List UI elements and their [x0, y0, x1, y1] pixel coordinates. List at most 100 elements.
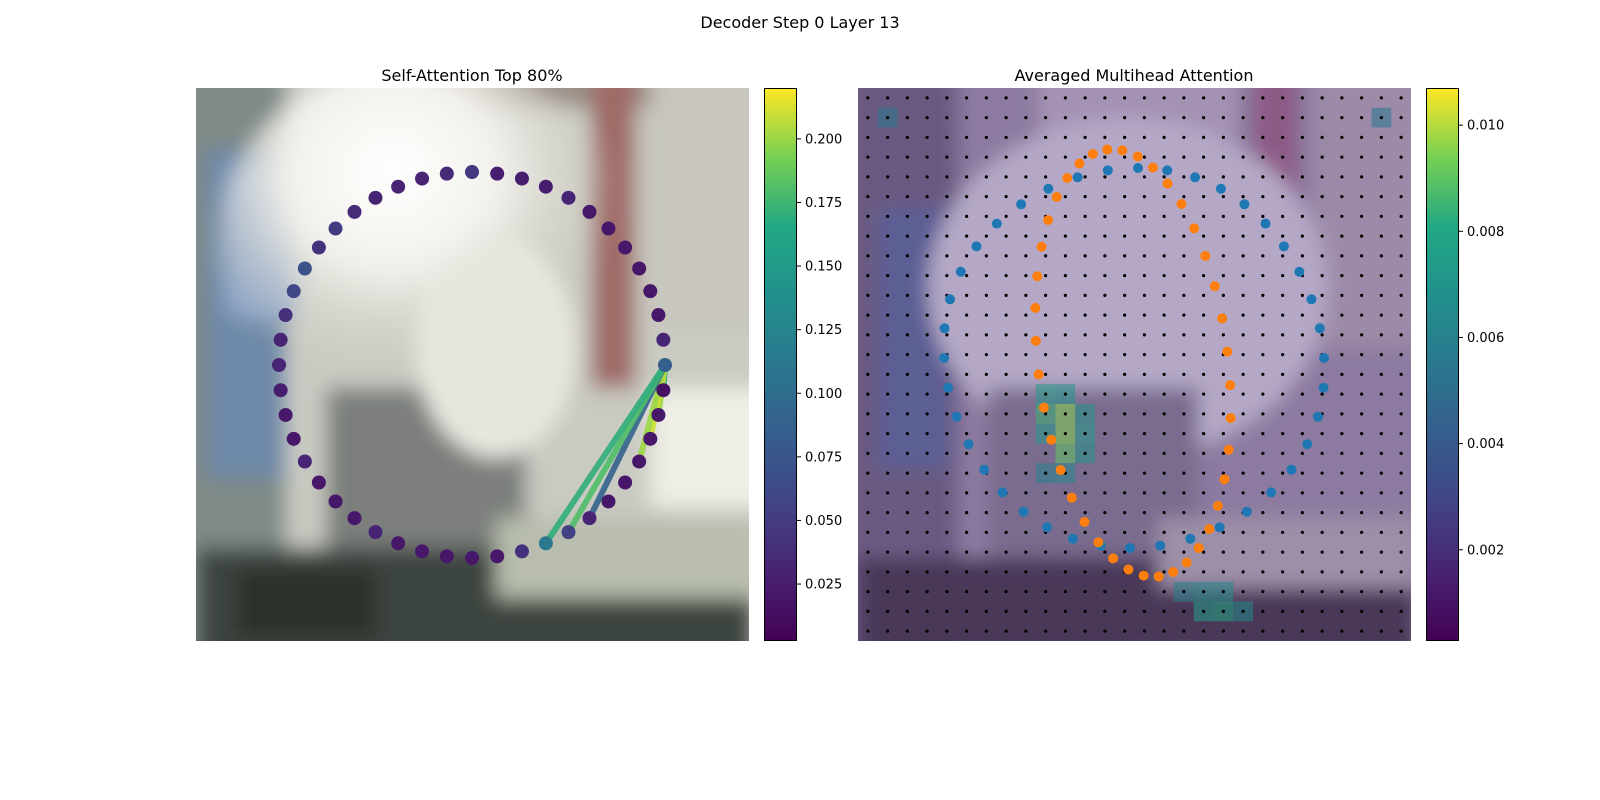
contour-point	[297, 454, 312, 469]
grid-dot	[1044, 234, 1048, 238]
grid-dot	[1162, 195, 1166, 199]
grid-dot	[1300, 432, 1304, 436]
grid-dot	[1360, 214, 1364, 218]
contour-point	[561, 525, 576, 540]
grid-dot	[1221, 372, 1225, 376]
grid-dot	[1123, 491, 1127, 495]
grid-dot	[925, 530, 929, 534]
grid-dot	[1162, 274, 1166, 278]
blue-point	[1042, 522, 1053, 533]
grid-dot	[1123, 175, 1127, 179]
grid-dot	[1261, 432, 1265, 436]
grid-dot	[1399, 570, 1403, 574]
grid-dot	[1202, 530, 1206, 534]
grid-dot	[1103, 451, 1107, 455]
grid-dot	[1241, 195, 1245, 199]
grid-dot	[1281, 195, 1285, 199]
grid-dot	[1123, 135, 1127, 139]
grid-dot	[1182, 412, 1186, 416]
orange-point	[1043, 215, 1054, 226]
grid-dot	[1063, 451, 1067, 455]
grid-dot	[1241, 274, 1245, 278]
grid-dot	[1379, 214, 1383, 218]
grid-dot	[1063, 135, 1067, 139]
colorbar-tick-label: 0.008	[1467, 225, 1504, 240]
grid-dot	[1004, 175, 1008, 179]
orange-point	[1030, 335, 1041, 346]
grid-dot	[984, 491, 988, 495]
grid-dot	[886, 116, 890, 120]
grid-dot	[1202, 116, 1206, 120]
grid-dot	[905, 570, 909, 574]
grid-dot	[1340, 550, 1344, 554]
grid-dot	[1261, 609, 1265, 613]
grid-dot	[1123, 254, 1127, 258]
grid-dot	[1241, 412, 1245, 416]
grid-dot	[1083, 372, 1087, 376]
grid-dot	[1004, 234, 1008, 238]
grid-dot	[886, 135, 890, 139]
grid-dot	[1320, 609, 1324, 613]
multihead-attention-plot	[858, 88, 1411, 641]
grid-dot	[1162, 175, 1166, 179]
grid-dot	[1340, 511, 1344, 515]
grid-dot	[886, 491, 890, 495]
grid-dot	[1281, 175, 1285, 179]
grid-dot	[1399, 590, 1403, 594]
grid-dot	[1004, 372, 1008, 376]
grid-dot	[1261, 195, 1265, 199]
grid-dot	[945, 412, 949, 416]
grid-dot	[1202, 471, 1206, 475]
grid-dot	[1202, 175, 1206, 179]
grid-dot	[1379, 195, 1383, 199]
grid-dot	[984, 214, 988, 218]
grid-dot	[1063, 313, 1067, 317]
grid-dot	[1241, 570, 1245, 574]
grid-dot	[1320, 195, 1324, 199]
grid-dot	[1379, 412, 1383, 416]
orange-point	[1087, 148, 1098, 159]
grid-dot	[1123, 372, 1127, 376]
grid-dot	[1379, 135, 1383, 139]
grid-dot	[1281, 372, 1285, 376]
grid-dot	[1004, 432, 1008, 436]
grid-dot	[1300, 313, 1304, 317]
grid-dot	[1379, 392, 1383, 396]
grid-dot	[1281, 155, 1285, 159]
grid-dot	[1281, 96, 1285, 100]
grid-dot	[1221, 135, 1225, 139]
grid-dot	[1142, 195, 1146, 199]
grid-dot	[1340, 254, 1344, 258]
grid-dot	[1123, 234, 1127, 238]
grid-dot	[1399, 629, 1403, 633]
grid-dot	[965, 511, 969, 515]
grid-dot	[925, 392, 929, 396]
grid-dot	[984, 274, 988, 278]
grid-dot	[1281, 629, 1285, 633]
grid-dot	[945, 590, 949, 594]
grid-dot	[1044, 590, 1048, 594]
blue-point	[1260, 218, 1271, 229]
grid-dot	[1399, 234, 1403, 238]
grid-dot	[1162, 471, 1166, 475]
contour-point	[311, 240, 326, 255]
grid-dot	[866, 432, 870, 436]
grid-dot	[1399, 530, 1403, 534]
grid-dot	[1360, 254, 1364, 258]
grid-dot	[1281, 214, 1285, 218]
grid-dot	[925, 491, 929, 495]
grid-dot	[1182, 116, 1186, 120]
grid-dot	[1024, 116, 1028, 120]
grid-dot	[866, 135, 870, 139]
grid-dot	[1024, 629, 1028, 633]
grid-dot	[1202, 155, 1206, 159]
blue-point	[1241, 506, 1252, 517]
blue-point	[963, 439, 974, 450]
grid-dot	[1340, 353, 1344, 357]
grid-dot	[1300, 175, 1304, 179]
grid-dot	[1320, 274, 1324, 278]
grid-dot	[1340, 96, 1344, 100]
grid-dot	[1360, 116, 1364, 120]
orange-point	[1032, 271, 1043, 282]
grid-dot	[866, 116, 870, 120]
